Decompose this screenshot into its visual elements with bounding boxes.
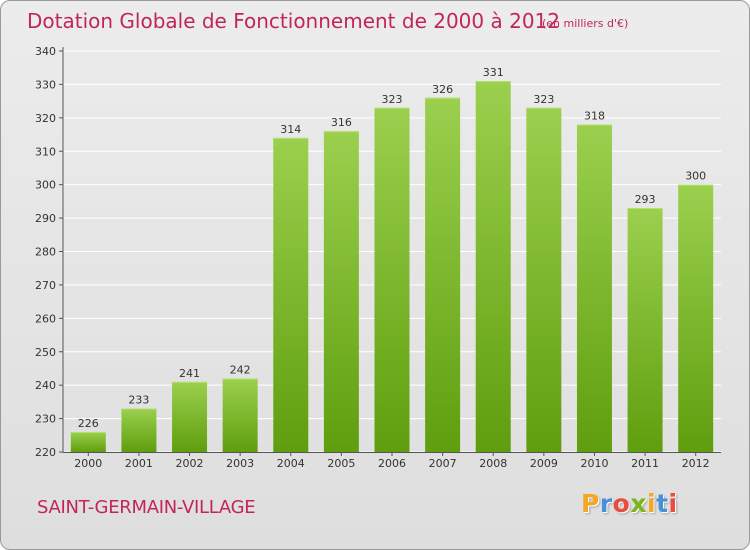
logo-letter: x	[630, 489, 647, 518]
x-tick-label: 2012	[682, 457, 710, 470]
data-label-2007: 326	[432, 83, 453, 96]
x-tick-label: 2011	[631, 457, 659, 470]
bar-2012	[678, 184, 714, 452]
x-tick-label: 2010	[580, 457, 608, 470]
x-tick-label: 2001	[125, 457, 153, 470]
y-tick-label: 300	[35, 179, 56, 192]
bar-2007	[425, 97, 461, 453]
bar-2003	[222, 378, 258, 452]
chart-unit: (en milliers d'€)	[542, 17, 629, 30]
data-label-2012: 300	[685, 170, 706, 183]
data-labels: 226 233 241 242 314 316 323 326 331 323 318 293 300	[78, 66, 706, 430]
logo-letter: i	[647, 489, 657, 518]
x-tick-label: 2008	[479, 457, 507, 470]
y-tick-label: 330	[35, 78, 56, 91]
bar-2005	[323, 131, 359, 452]
bar-2011	[627, 208, 663, 452]
axes: 220 230 240 250 260 270 280 290 300 310 320 330 340 2…	[35, 45, 721, 470]
data-label-2003: 242	[230, 363, 251, 376]
bar-2008	[475, 81, 511, 452]
bar-2010	[576, 124, 612, 453]
bar-2009	[526, 107, 562, 452]
y-tick-label: 260	[35, 312, 56, 325]
data-label-2008: 331	[483, 66, 504, 79]
x-tick-label: 2006	[378, 457, 406, 470]
data-label-2005: 316	[331, 116, 352, 129]
data-label-2001: 233	[128, 394, 149, 407]
logo-letter: o	[612, 489, 631, 518]
y-tick-label: 310	[35, 145, 56, 158]
x-tick-label: 2002	[176, 457, 204, 470]
logo-letter: r	[599, 489, 613, 518]
bar-2000	[70, 431, 106, 452]
y-tick-label: 320	[35, 112, 56, 125]
logo-letter: t	[656, 489, 669, 518]
x-tick-label: 2003	[226, 457, 254, 470]
y-tick-label: 340	[35, 45, 56, 58]
y-tick-label: 270	[35, 279, 56, 292]
y-tick-label: 240	[35, 379, 56, 392]
x-tick-label: 2000	[74, 457, 102, 470]
y-tick-label: 280	[35, 246, 56, 259]
x-tick-label: 2004	[277, 457, 305, 470]
logo-letter: P	[581, 489, 600, 518]
proxiti-logo: Proxiti	[581, 489, 678, 518]
bar-2006	[374, 107, 410, 452]
data-label-2004: 314	[280, 123, 301, 136]
x-tick-label: 2007	[429, 457, 457, 470]
x-tick-label: 2009	[530, 457, 558, 470]
data-label-2006: 323	[382, 93, 403, 106]
logo-letter: i	[668, 489, 678, 518]
y-tick-label: 230	[35, 413, 56, 426]
y-tick-label: 290	[35, 212, 56, 225]
data-label-2009: 323	[533, 93, 554, 106]
bar-2004	[273, 137, 309, 452]
bars	[70, 81, 714, 453]
bar-2002	[172, 381, 208, 452]
data-label-2010: 318	[584, 110, 605, 123]
y-tick-label: 220	[35, 446, 56, 459]
data-label-2002: 241	[179, 367, 200, 380]
y-tick-label: 250	[35, 346, 56, 359]
data-label-2000: 226	[78, 417, 99, 430]
x-tick-label: 2005	[327, 457, 355, 470]
data-label-2011: 293	[635, 193, 656, 206]
chart-title: Dotation Globale de Fonctionnement de 20…	[27, 9, 560, 33]
bar-2001	[121, 408, 157, 452]
commune-name: SAINT-GERMAIN-VILLAGE	[37, 497, 256, 518]
